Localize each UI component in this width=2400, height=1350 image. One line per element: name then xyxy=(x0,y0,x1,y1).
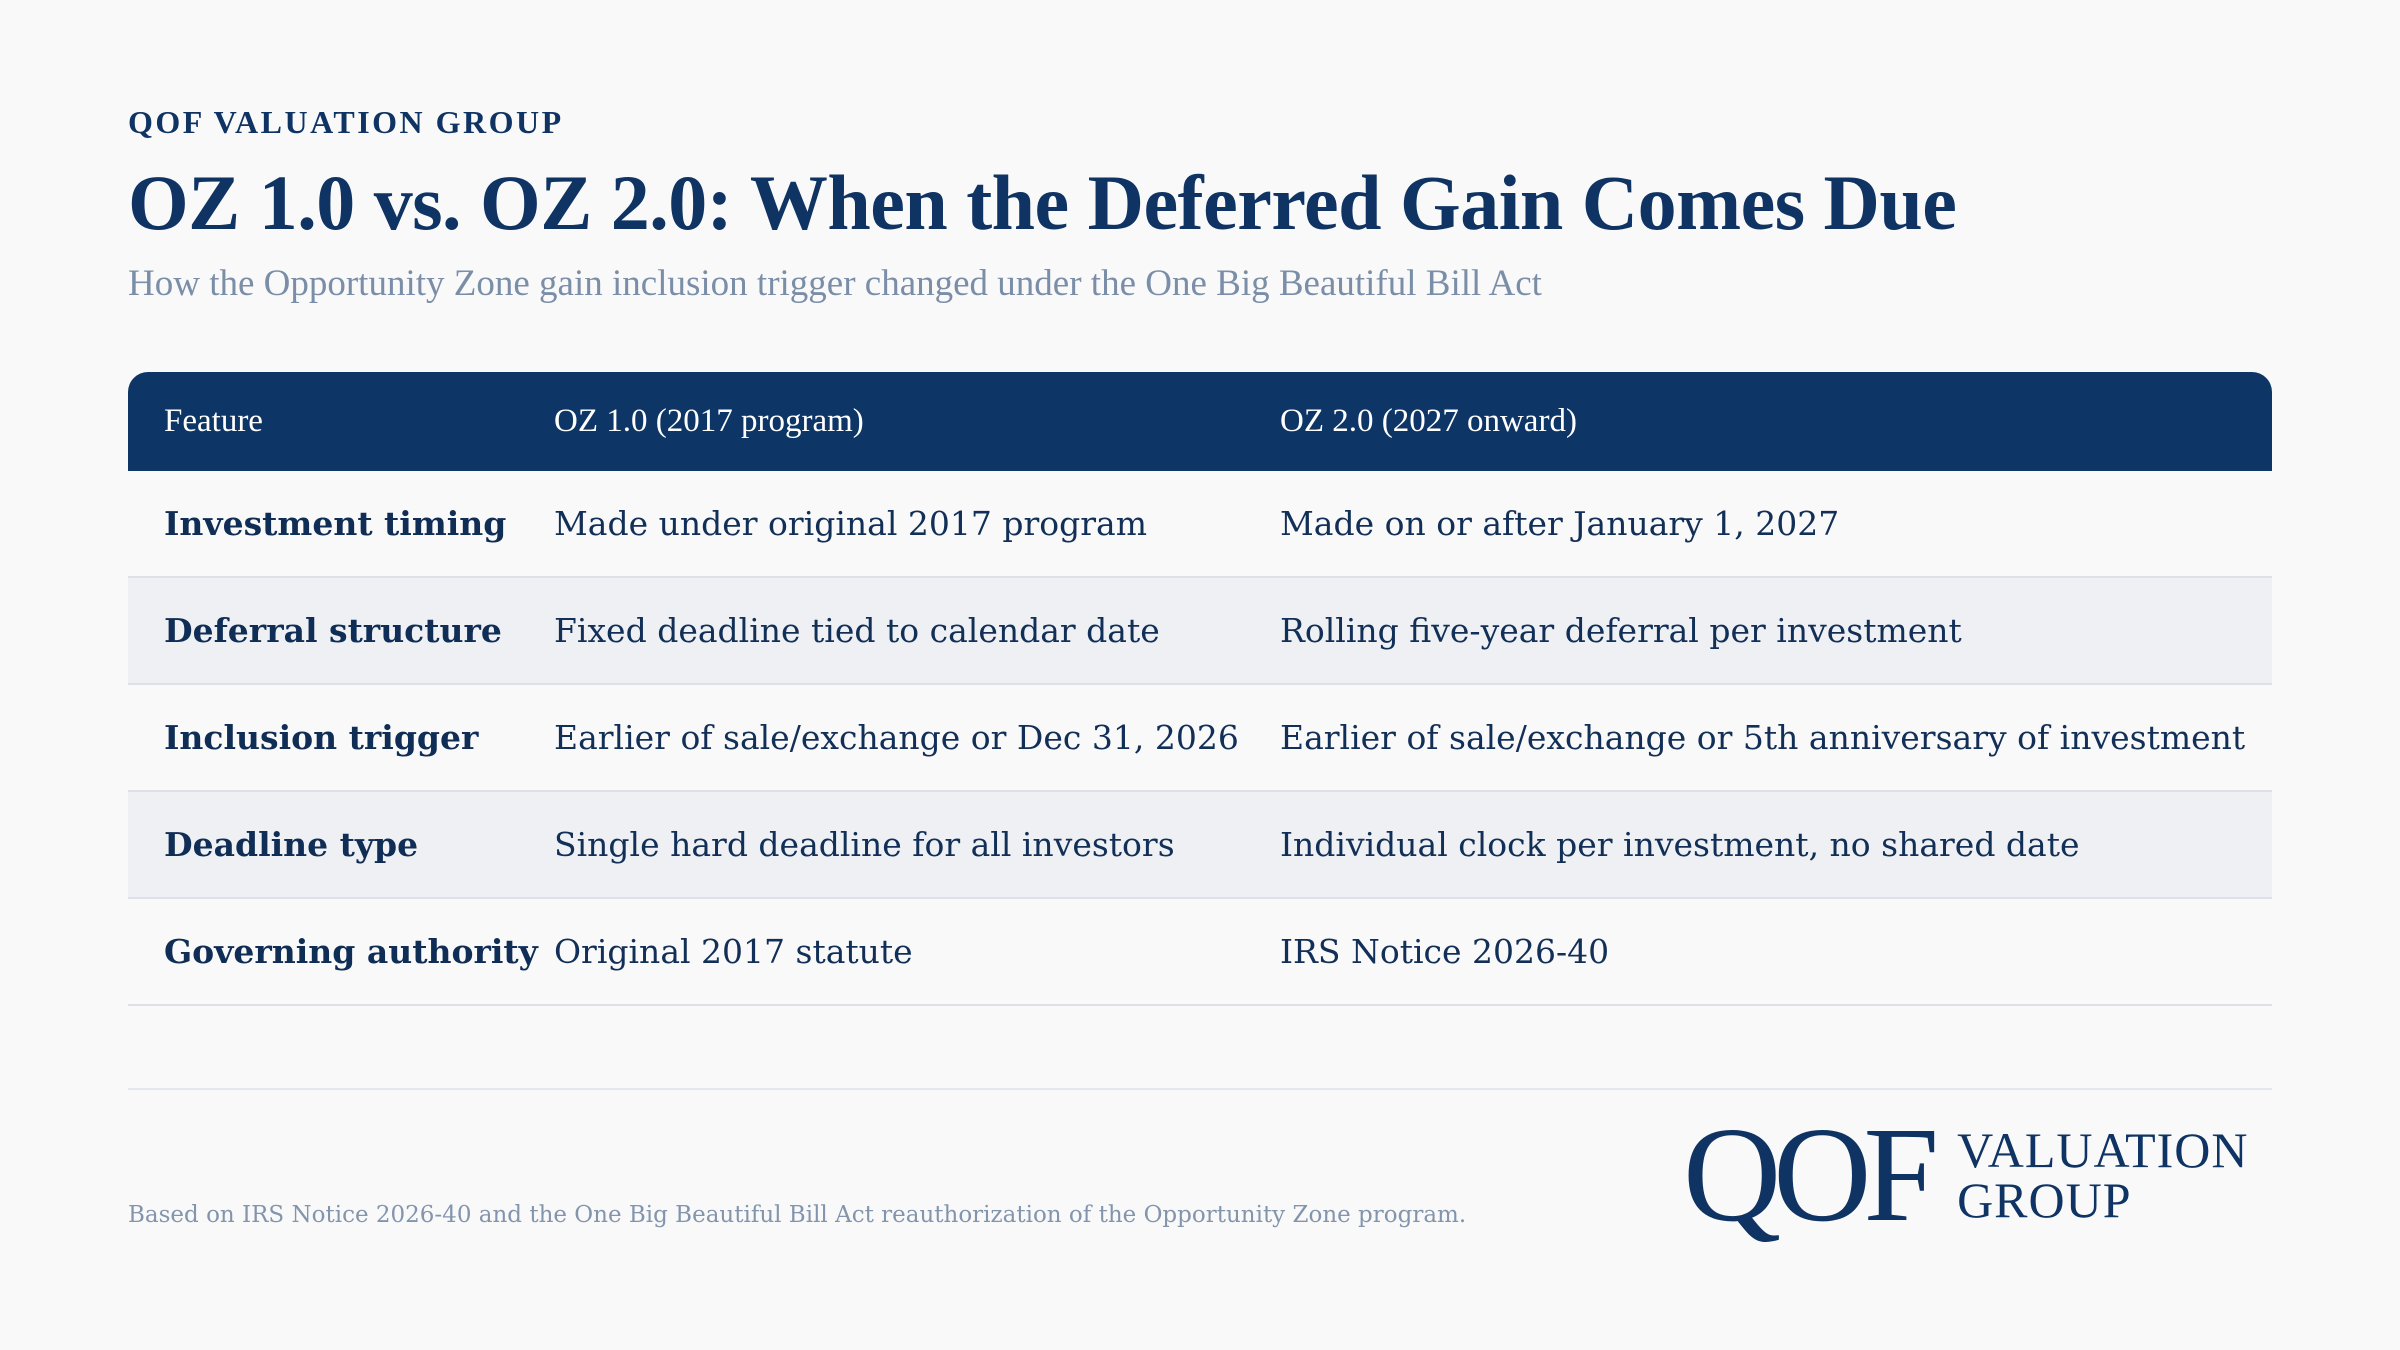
company-logo: QOF VALUATION GROUP xyxy=(1683,1100,2248,1250)
row-feature: Inclusion trigger xyxy=(164,718,479,757)
brand-label: QOF VALUATION GROUP xyxy=(128,104,564,140)
logo-mark: QOF xyxy=(1683,1100,1939,1250)
comparison-table: Feature OZ 1.0 (2017 program) OZ 2.0 (20… xyxy=(128,372,2272,1006)
table-row: Deferral structure Fixed deadline tied t… xyxy=(128,578,2272,685)
row-oz1-value: Fixed deadline tied to calendar date xyxy=(554,611,1160,650)
page-title: OZ 1.0 vs. OZ 2.0: When the Deferred Gai… xyxy=(128,159,1957,246)
row-oz2-value: Made on or after January 1, 2027 xyxy=(1280,504,1840,543)
table-row: Inclusion trigger Earlier of sale/exchan… xyxy=(128,685,2272,792)
source-footnote: Based on IRS Notice 2026-40 and the One … xyxy=(128,1202,1467,1228)
table-row: Deadline type Single hard deadline for a… xyxy=(128,792,2272,899)
logo-line-group: GROUP xyxy=(1957,1172,2132,1228)
row-oz2-value: Individual clock per investment, no shar… xyxy=(1280,825,2080,864)
row-oz2-value: Earlier of sale/exchange or 5th annivers… xyxy=(1280,718,2246,757)
column-header-oz1: OZ 1.0 (2017 program) xyxy=(554,403,864,439)
row-feature: Deferral structure xyxy=(164,611,502,650)
row-oz1-value: Original 2017 statute xyxy=(554,932,913,971)
row-feature: Governing authority xyxy=(164,932,538,971)
row-feature: Deadline type xyxy=(164,825,419,864)
row-oz2-value: Rolling five-year deferral per investmen… xyxy=(1280,611,1962,650)
table-header: Feature OZ 1.0 (2017 program) OZ 2.0 (20… xyxy=(128,372,2272,471)
row-oz1-value: Made under original 2017 program xyxy=(554,504,1147,543)
logo-line-valuation: VALUATION xyxy=(1957,1122,2249,1178)
table-row: Governing authority Original 2017 statut… xyxy=(128,899,2272,1006)
row-feature: Investment timing xyxy=(164,504,507,543)
footer-divider xyxy=(128,1088,2272,1090)
column-header-feature: Feature xyxy=(164,403,263,439)
row-oz1-value: Single hard deadline for all investors xyxy=(554,825,1175,864)
row-oz2-value: IRS Notice 2026-40 xyxy=(1280,932,1610,971)
table-row: Investment timing Made under original 20… xyxy=(128,471,2272,578)
row-oz1-value: Earlier of sale/exchange or Dec 31, 2026 xyxy=(554,718,1239,757)
column-header-oz2: OZ 2.0 (2027 onward) xyxy=(1280,403,1577,439)
logo-wordmark: VALUATION GROUP xyxy=(1957,1125,2248,1225)
page-subtitle: How the Opportunity Zone gain inclusion … xyxy=(128,263,1542,304)
